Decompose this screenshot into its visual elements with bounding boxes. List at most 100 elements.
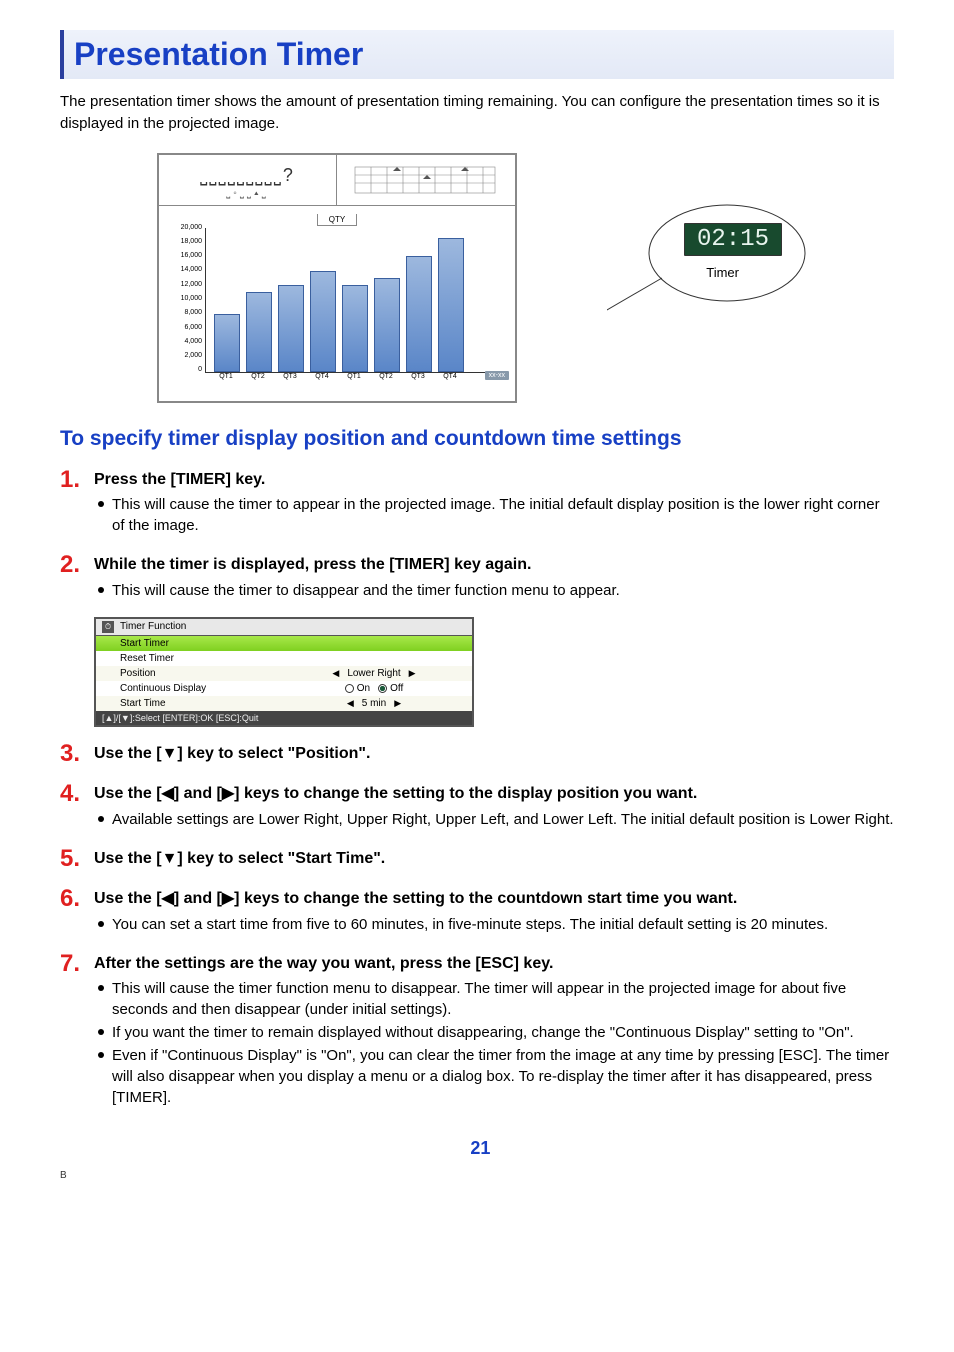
menu-row: Start Timer	[96, 636, 472, 651]
step-body: Use the [◀] and [▶] keys to change the s…	[94, 886, 894, 937]
xtick-label: QT2	[245, 373, 271, 380]
ytick-label: 2,000	[170, 352, 202, 359]
intro-text: The presentation timer shows the amount …	[60, 91, 894, 135]
timer-display: 02:15	[684, 223, 782, 256]
subheading: To specify timer display position and co…	[60, 427, 894, 451]
xtick-label: QT3	[277, 373, 303, 380]
chart-header-left: ⎵⎵⎵⎵⎵⎵⎵⎵⎵? ⎵◦⎵⎵▴⎵	[159, 155, 337, 205]
left-arrow-icon: ◀	[332, 668, 339, 679]
step: 1Press the [TIMER] key. This will cause t…	[60, 467, 894, 539]
step-title: Use the [◀] and [▶] keys to change the s…	[94, 783, 894, 805]
bar	[310, 271, 336, 372]
step-title: Use the [▼] key to select "Start Time".	[94, 848, 894, 870]
chart-header: ⎵⎵⎵⎵⎵⎵⎵⎵⎵? ⎵◦⎵⎵▴⎵	[159, 155, 515, 206]
menu-title: Timer Function	[120, 621, 186, 632]
step-number: 4	[60, 781, 94, 807]
xtick-label: QT1	[341, 373, 367, 380]
menu-value: 5 min	[362, 698, 386, 709]
page-marker: B	[60, 1170, 67, 1181]
menu-row: Continuous Display On Off	[96, 681, 472, 696]
bar	[246, 292, 272, 371]
header-pattern-icon	[351, 163, 501, 197]
bullet-item: Even if "Continuous Display" is "On", yo…	[94, 1045, 894, 1108]
bar	[438, 238, 464, 371]
xtick-label: QT4	[437, 373, 463, 380]
x-axis-labels: QT1 QT2 QT3 QT4 QT1 QT2 QT3 QT4	[205, 373, 501, 380]
section-title-bar: Presentation Timer	[60, 30, 894, 79]
menu-row-label: Position	[120, 668, 284, 679]
header-glyphs: ⎵⎵⎵⎵⎵⎵⎵⎵⎵?	[159, 165, 336, 186]
bar	[374, 278, 400, 372]
ytick-label: 16,000	[170, 252, 202, 259]
steps-container: 1Press the [TIMER] key. This will cause t…	[60, 467, 894, 1111]
menu-value: Lower Right	[347, 668, 400, 679]
ytick-label: 6,000	[170, 324, 202, 331]
bullet-list: This will cause the timer to appear in t…	[94, 494, 894, 536]
menu-row-controls: ◀ 5 min ▶	[284, 698, 464, 709]
xtick-label: QT3	[405, 373, 431, 380]
bars-container	[206, 228, 501, 372]
menu-titlebar: ⏱ Timer Function	[96, 619, 472, 636]
clock-icon: ⏱	[102, 621, 114, 633]
qty-label: QTY	[317, 214, 357, 226]
right-arrow-icon: ▶	[409, 668, 416, 679]
bullet-item: If you want the timer to remain displaye…	[94, 1022, 894, 1043]
step: 7After the settings are the way you want…	[60, 951, 894, 1111]
bullet-list: This will cause the timer to disappear a…	[94, 580, 894, 601]
left-arrow-icon: ◀	[347, 698, 354, 709]
step-title: Use the [◀] and [▶] keys to change the s…	[94, 888, 894, 910]
ytick-label: 0	[170, 366, 202, 373]
step-number: 1	[60, 467, 94, 493]
chart-header-right	[337, 155, 515, 205]
page-number: 21	[60, 1138, 894, 1159]
right-arrow-icon: ▶	[394, 698, 401, 709]
menu-row-label: Reset Timer	[120, 653, 464, 664]
step-body: While the timer is displayed, press the …	[94, 552, 894, 603]
step-body: Press the [TIMER] key. This will cause th…	[94, 467, 894, 539]
figure: ⎵⎵⎵⎵⎵⎵⎵⎵⎵? ⎵◦⎵⎵▴⎵	[157, 153, 797, 403]
step-number: 2	[60, 552, 94, 578]
bar	[342, 285, 368, 371]
bullet-list: This will cause the timer function menu …	[94, 978, 894, 1108]
timer-label: Timer	[706, 265, 739, 280]
step-title: While the timer is displayed, press the …	[94, 554, 894, 576]
bar-area: 20,00018,00016,00014,00012,00010,0008,00…	[205, 228, 501, 373]
bullet-list: Available settings are Lower Right, Uppe…	[94, 809, 894, 830]
menu-row-controls: ◀ Lower Right ▶	[284, 668, 464, 679]
menu-row-controls: On Off	[284, 683, 464, 694]
bullet-item: This will cause the timer function menu …	[94, 978, 894, 1020]
menu-row-label: Continuous Display	[120, 683, 284, 694]
ytick-label: 10,000	[170, 295, 202, 302]
menu-row-label: Start Time	[120, 698, 284, 709]
menu-row-label: Start Timer	[120, 638, 464, 649]
step-number: 5	[60, 846, 94, 872]
step: 2While the timer is displayed, press the…	[60, 552, 894, 603]
step-title: Press the [TIMER] key.	[94, 469, 894, 491]
bar	[214, 314, 240, 372]
bar	[406, 256, 432, 371]
bullet-list: You can set a start time from five to 60…	[94, 914, 894, 935]
step: 6Use the [◀] and [▶] keys to change the …	[60, 886, 894, 937]
step-body: After the settings are the way you want,…	[94, 951, 894, 1111]
step-body: Use the [▼] key to select "Position".	[94, 741, 894, 765]
step: 4Use the [◀] and [▶] keys to change the …	[60, 781, 894, 832]
ytick-label: 4,000	[170, 338, 202, 345]
section-title: Presentation Timer	[74, 36, 884, 73]
callout-bubble: 02:15 Timer	[607, 203, 807, 323]
menu-screenshot: ⏱ Timer Function Start Timer Reset Timer Pos…	[94, 617, 474, 727]
step-number: 3	[60, 741, 94, 767]
menu-row: Reset Timer	[96, 651, 472, 666]
y-axis-labels: 20,00018,00016,00014,00012,00010,0008,00…	[170, 224, 202, 374]
step-title: After the settings are the way you want,…	[94, 953, 894, 975]
radio-off-option: Off	[378, 683, 403, 694]
xtick-label: QT4	[309, 373, 335, 380]
menu-row: Start Time ◀ 5 min ▶	[96, 696, 472, 711]
xtick-label: QT2	[373, 373, 399, 380]
ytick-label: 8,000	[170, 309, 202, 316]
corner-badge: xx-xx	[485, 371, 509, 380]
bullet-item: You can set a start time from five to 60…	[94, 914, 894, 935]
chart-body: QTY 20,00018,00016,00014,00012,00010,000…	[159, 206, 515, 386]
ytick-label: 12,000	[170, 281, 202, 288]
xtick-label: QT1	[213, 373, 239, 380]
radio-on-option: On	[345, 683, 370, 694]
